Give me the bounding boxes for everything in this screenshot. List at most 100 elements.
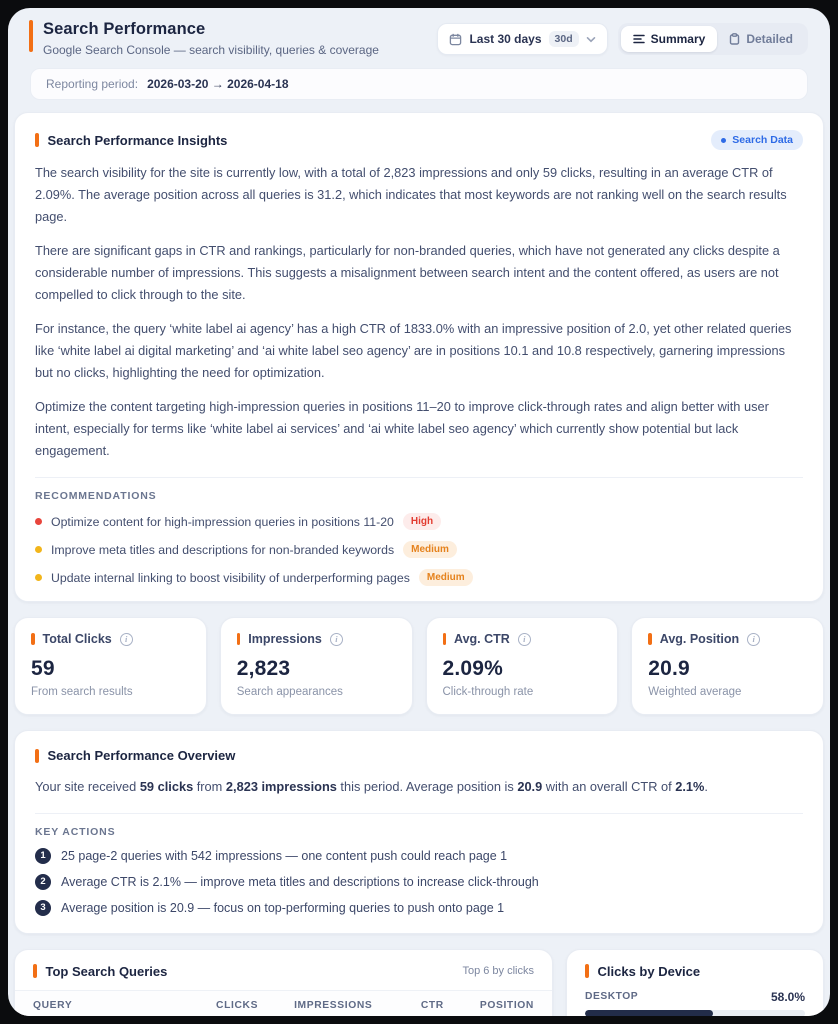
metric-card-impressions: Impressions i 2,823 Search appearances [219, 617, 413, 715]
metric-value: 2.09% [442, 657, 504, 680]
metric-accent-bar [442, 633, 446, 645]
info-icon[interactable]: i [119, 632, 133, 646]
key-action-text: 25 page-2 queries with 542 impressions —… [61, 848, 508, 863]
priority-badge: Medium [403, 541, 457, 558]
insight-paragraph: Optimize the content targeting high-impr… [35, 399, 769, 458]
search-data-badge-label: Search Data [732, 134, 793, 146]
metric-label: Avg. Position [659, 632, 740, 646]
column-header-query: QUERY [15, 989, 199, 1016]
metric-accent-bar [648, 633, 652, 645]
reporting-period-bar: Reporting period: 2026-03-20 → 2026-04-1… [30, 68, 808, 100]
recommendation-item: Update internal linking to boost visibil… [35, 569, 803, 586]
step-number-icon: 1 [35, 847, 51, 864]
reporting-period-value: 2026-03-20 → 2026-04-18 [147, 77, 289, 91]
divider [35, 477, 803, 478]
section-accent-bar [585, 964, 589, 979]
reporting-period-label: Reporting period: [46, 77, 139, 91]
metric-accent-bar [31, 633, 35, 645]
progress-track [585, 1009, 805, 1016]
calendar-icon [449, 33, 462, 46]
toolbar: Last 30 days 30d Summary Detaile [437, 23, 808, 55]
column-header-impressions: IMPRESSIONS [276, 989, 391, 1016]
priority-dot-icon [35, 518, 42, 525]
key-action-item: 2 Average CTR is 2.1% — improve meta tit… [35, 873, 803, 890]
insight-paragraph: For instance, the query ‘white label ai … [35, 321, 792, 380]
recommendation-text: Improve meta titles and descriptions for… [51, 542, 395, 557]
column-header-clicks: CLICKS [198, 989, 277, 1016]
metric-label: Avg. CTR [454, 632, 510, 646]
view-mode-switch: Summary Detailed [617, 23, 808, 55]
device-stat-desktop: DESKTOP 58.0% [585, 990, 805, 1016]
header: Search Performance Google Search Console… [8, 8, 830, 57]
metric-accent-bar [236, 633, 241, 645]
bottom-grid: Top Search Queries Top 6 by clicks QUERY… [14, 948, 824, 1016]
divider [35, 812, 803, 814]
devices-title: Clicks by Device [597, 963, 701, 979]
progress-fill [585, 1009, 713, 1016]
metric-subtext: Click-through rate [442, 686, 534, 698]
insight-paragraph: There are significant gaps in CTR and ra… [35, 243, 780, 302]
section-accent-bar [35, 748, 39, 763]
clicks-by-device-card: Clicks by Device DESKTOP 58.0% MOBILE [566, 948, 824, 1016]
priority-badge: Medium [418, 569, 473, 586]
insights-header: Search Performance Insights Search Data [35, 130, 803, 150]
chevron-down-icon [586, 36, 596, 43]
insights-card: Search Performance Insights Search Data … [14, 112, 824, 602]
device-label: DESKTOP [585, 991, 639, 1003]
priority-dot-icon [35, 574, 42, 581]
detailed-clipboard-icon [729, 33, 740, 45]
tab-summary-label: Summary [650, 32, 706, 46]
badge-dot-icon [721, 137, 727, 143]
main-content: Search Performance Insights Search Data … [8, 100, 830, 1016]
tab-detailed-label: Detailed [746, 32, 793, 46]
metric-label: Total Clicks [42, 632, 112, 646]
info-icon[interactable]: i [747, 632, 761, 646]
info-icon[interactable]: i [517, 632, 531, 646]
column-header-position: POSITION [461, 989, 552, 1016]
metric-card-avg-ctr: Avg. CTR i 2.09% Click-through rate [425, 617, 619, 715]
title-block: Search Performance Google Search Console… [29, 20, 379, 57]
step-number-icon: 3 [35, 899, 51, 916]
queries-subtitle: Top 6 by clicks [462, 965, 534, 978]
page-title: Search Performance [43, 20, 206, 38]
section-accent-bar [35, 133, 39, 147]
recommendation-item: Improve meta titles and descriptions for… [35, 541, 803, 558]
summary-list-icon [632, 34, 645, 44]
metric-value: 2,823 [236, 657, 291, 680]
recommendation-item: Optimize content for high-impression que… [35, 513, 803, 530]
date-range-button[interactable]: Last 30 days 30d [437, 23, 608, 55]
metrics-row: Total Clicks i 59 From search results Im… [14, 617, 824, 715]
column-header-ctr: CTR [390, 989, 462, 1016]
metric-card-total-clicks: Total Clicks i 59 From search results [14, 617, 207, 715]
recommendations-label: RECOMMENDATIONS [35, 490, 157, 502]
metric-subtext: From search results [31, 686, 133, 698]
overview-title: Search Performance Overview [47, 748, 236, 763]
priority-badge: High [402, 513, 442, 530]
metric-label: Impressions [248, 632, 322, 646]
metric-value: 20.9 [648, 657, 690, 680]
metric-subtext: Weighted average [648, 686, 742, 698]
insights-title: Search Performance Insights [47, 132, 228, 148]
key-action-text: Average position is 20.9 — focus on top-… [61, 900, 505, 915]
key-actions-label: KEY ACTIONS [35, 825, 116, 838]
priority-dot-icon [35, 546, 42, 553]
overview-summary: Your site received 59 clicks from 2,823 … [35, 779, 708, 794]
recommendation-text: Optimize content for high-impression que… [51, 514, 394, 529]
dashboard-page: Search Performance Google Search Console… [8, 8, 830, 1016]
tab-detailed[interactable]: Detailed [717, 26, 805, 52]
metric-subtext: Search appearances [236, 686, 343, 698]
metric-value: 59 [31, 657, 55, 680]
queries-table: QUERY CLICKS IMPRESSIONS CTR POSITION wh… [15, 989, 552, 1016]
table-header-row: QUERY CLICKS IMPRESSIONS CTR POSITION [15, 989, 552, 1016]
date-range-badge: 30d [548, 31, 579, 47]
key-action-item: 3 Average position is 20.9 — focus on to… [35, 899, 803, 916]
overview-card: Search Performance Overview Your site re… [14, 730, 824, 934]
recommendation-text: Update internal linking to boost visibil… [51, 570, 410, 585]
device-percent: 58.0% [770, 989, 805, 1004]
tab-summary[interactable]: Summary [620, 26, 718, 52]
section-accent-bar [33, 964, 37, 979]
date-range-label: Last 30 days [469, 32, 542, 46]
info-icon[interactable]: i [329, 632, 343, 646]
step-number-icon: 2 [35, 873, 51, 890]
queries-title: Top Search Queries [45, 963, 168, 979]
